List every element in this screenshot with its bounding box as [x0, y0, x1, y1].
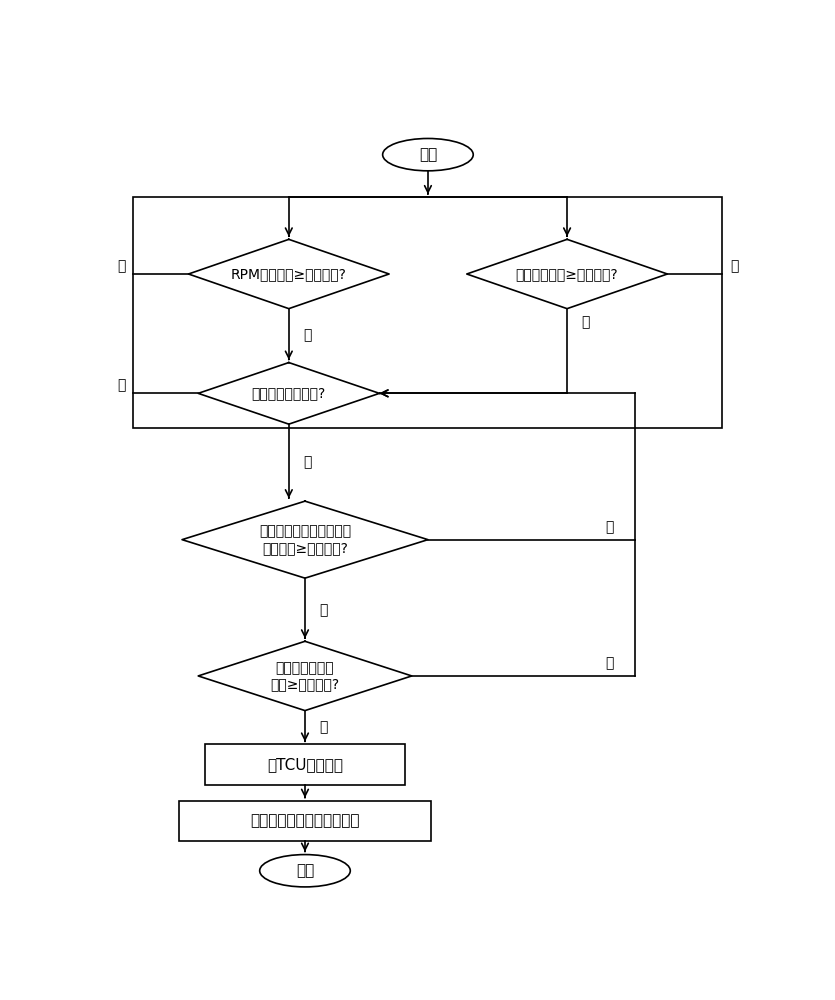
Text: 执行用于联锁的电磁阀控制: 执行用于联锁的电磁阀控制	[250, 813, 360, 828]
Text: 否: 否	[605, 657, 614, 671]
Bar	[134, 197, 722, 428]
Text: RPM变化程度≥参考程度?: RPM变化程度≥参考程度?	[230, 267, 347, 281]
Text: 开始: 开始	[419, 147, 437, 162]
Text: 否: 否	[730, 259, 738, 273]
Text: 结束: 结束	[296, 863, 314, 878]
Text: 是: 是	[319, 603, 327, 617]
Text: 否: 否	[605, 520, 614, 534]
Text: 方向盘角度变化
程度≥参考程度?: 方向盘角度变化 程度≥参考程度?	[271, 661, 340, 691]
Text: 否: 否	[118, 379, 126, 393]
Text: 是: 是	[303, 456, 311, 470]
Text: 车速变化程度≥参考程度?: 车速变化程度≥参考程度?	[516, 267, 619, 281]
Text: 是: 是	[581, 316, 590, 330]
Text: 车辆速度与邻近车辆速度
之间的差≥参考程度?: 车辆速度与邻近车辆速度 之间的差≥参考程度?	[259, 525, 351, 555]
Text: 否: 否	[118, 259, 126, 273]
Text: 是: 是	[303, 329, 311, 343]
Text: 是: 是	[319, 721, 327, 735]
Text: 向TCU请求联锁: 向TCU请求联锁	[267, 757, 343, 772]
Text: 是否持续预定时间?: 是否持续预定时间?	[251, 386, 326, 400]
